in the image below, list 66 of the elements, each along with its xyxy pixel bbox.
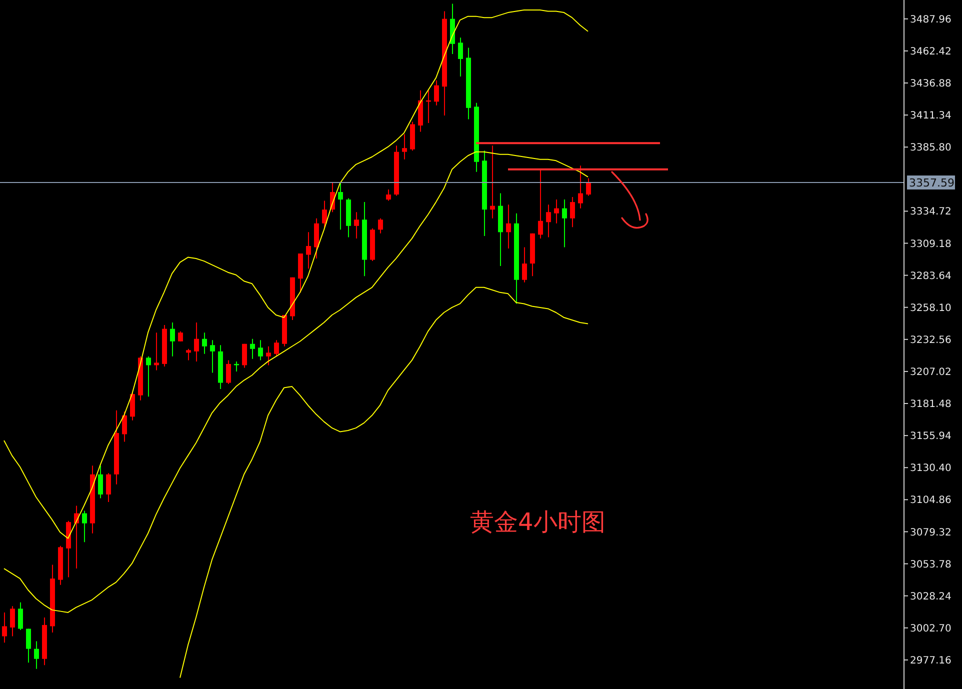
candlestick <box>154 332 159 371</box>
y-tick-label: 3028.24 <box>910 591 952 602</box>
candlestick <box>202 332 207 354</box>
ref-line-label: 3357.59 <box>909 176 954 190</box>
candlestick <box>170 322 175 357</box>
y-tick-label: 3207.02 <box>910 367 952 378</box>
y-tick-label: 3053.78 <box>910 559 952 570</box>
y-tick-label: 3487.96 <box>910 14 952 26</box>
candlestick <box>34 640 39 670</box>
candlestick <box>82 510 87 543</box>
y-tick-label: 3258.10 <box>910 302 952 314</box>
y-tick-label: 3002.70 <box>910 623 952 634</box>
candlestick <box>178 330 183 342</box>
candlestick <box>242 343 247 368</box>
candlestick <box>354 212 359 239</box>
candlestick <box>570 196 575 228</box>
candlestick <box>122 411 127 442</box>
candlestick <box>538 168 543 239</box>
candlestick <box>266 346 271 366</box>
candlestick <box>146 356 151 398</box>
candlestick <box>194 322 199 362</box>
candlestick <box>458 37 463 78</box>
candlestick <box>250 338 255 360</box>
candlestick <box>186 348 191 361</box>
candlestick <box>338 182 343 230</box>
candlestick <box>522 246 527 283</box>
y-tick-label: 3436.88 <box>910 78 952 90</box>
candlestick <box>130 391 135 421</box>
y-tick-label: 3104.86 <box>910 495 952 506</box>
candlestick <box>322 200 327 229</box>
y-tick-label: 3462.42 <box>910 46 952 58</box>
candlestick <box>26 628 31 664</box>
candlestick <box>402 134 407 160</box>
y-tick-label: 3079.32 <box>910 527 952 538</box>
y-tick-label: 3334.72 <box>910 206 952 218</box>
candlestick <box>562 199 567 248</box>
candlestick <box>258 340 263 361</box>
y-tick-label: 3155.94 <box>910 431 952 442</box>
y-tick-label: 3385.80 <box>910 142 952 154</box>
candlestick <box>578 165 583 209</box>
candlestick <box>506 204 511 249</box>
y-tick-label: 3309.18 <box>910 238 952 250</box>
candlestick <box>586 178 591 196</box>
annotation: 黄金4小时图 <box>470 507 606 538</box>
candlestick <box>98 465 103 499</box>
candlestick <box>274 340 279 357</box>
y-tick-label: 2977.16 <box>910 655 952 666</box>
candlestick <box>18 602 23 631</box>
y-tick-label: 3181.48 <box>910 399 952 410</box>
candlestick <box>386 189 391 202</box>
candlestick <box>378 218 383 234</box>
candlestick <box>546 204 551 238</box>
candlestick <box>306 232 311 270</box>
candlestick <box>434 80 439 106</box>
candlestick <box>106 472 111 503</box>
y-tick-label: 3283.64 <box>910 270 952 282</box>
candlestick <box>490 145 495 219</box>
candlestick <box>226 360 231 385</box>
y-tick-label: 3130.40 <box>910 463 952 474</box>
y-tick-label: 3232.56 <box>910 334 952 346</box>
y-tick-label: 3411.34 <box>910 110 952 122</box>
candlestick <box>2 612 7 644</box>
candlestick <box>314 218 319 260</box>
candlestick <box>210 340 215 374</box>
candlestick <box>554 199 559 224</box>
candlestick <box>10 606 15 637</box>
